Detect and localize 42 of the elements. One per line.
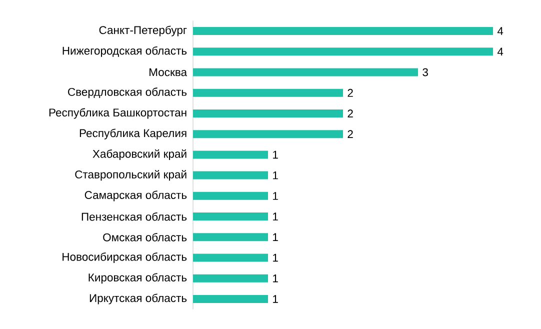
- y-tick-label: Хабаровский край: [92, 149, 186, 160]
- y-tick-label: Республика Карелия: [80, 128, 186, 140]
- data-label: 2: [348, 110, 353, 118]
- bar: [193, 48, 494, 56]
- data-label: 4: [497, 27, 504, 35]
- y-tick-label: Кировская область: [88, 273, 187, 284]
- data-label: 1: [273, 274, 278, 282]
- bar: [193, 171, 268, 180]
- bar: [193, 88, 343, 97]
- data-label: 2: [348, 130, 353, 138]
- data-label: 4: [497, 48, 504, 56]
- data-label: 1: [273, 150, 278, 159]
- y-tick-label: Республика Башкортостан: [49, 108, 186, 119]
- bar: [193, 27, 494, 36]
- data-label: 1: [273, 295, 278, 303]
- bar: [193, 254, 268, 262]
- y-tick-label: Свердловская область: [68, 88, 187, 98]
- y-tick-label: Нижегородская область: [62, 46, 187, 57]
- data-label: 1: [273, 171, 278, 180]
- y-tick-label: Омская область: [103, 232, 187, 242]
- bar: [193, 294, 268, 303]
- bar: [193, 68, 418, 76]
- bar: [193, 150, 268, 159]
- bar: [193, 212, 268, 221]
- bar: [193, 109, 343, 118]
- data-label: 3: [422, 68, 428, 76]
- data-label: 1: [273, 254, 278, 262]
- y-tick-label: Иркутская область: [90, 294, 187, 304]
- bar: [193, 233, 268, 242]
- y-tick-label: Санкт-Петербург: [99, 26, 187, 36]
- bar: [193, 192, 268, 200]
- data-label: 1: [273, 233, 278, 242]
- y-tick-label: Пензенская область: [82, 212, 187, 221]
- y-tick-label: Москва: [150, 68, 188, 76]
- y-tick-label: Новосибирская область: [62, 252, 187, 264]
- bar: [193, 274, 268, 282]
- bar: [193, 130, 343, 138]
- data-label: 1: [273, 192, 278, 200]
- data-label: 2: [348, 88, 353, 97]
- y-tick-label: Самарская область: [84, 190, 187, 202]
- y-tick-label: Ставропольский край: [75, 170, 186, 181]
- data-label: 1: [273, 212, 278, 220]
